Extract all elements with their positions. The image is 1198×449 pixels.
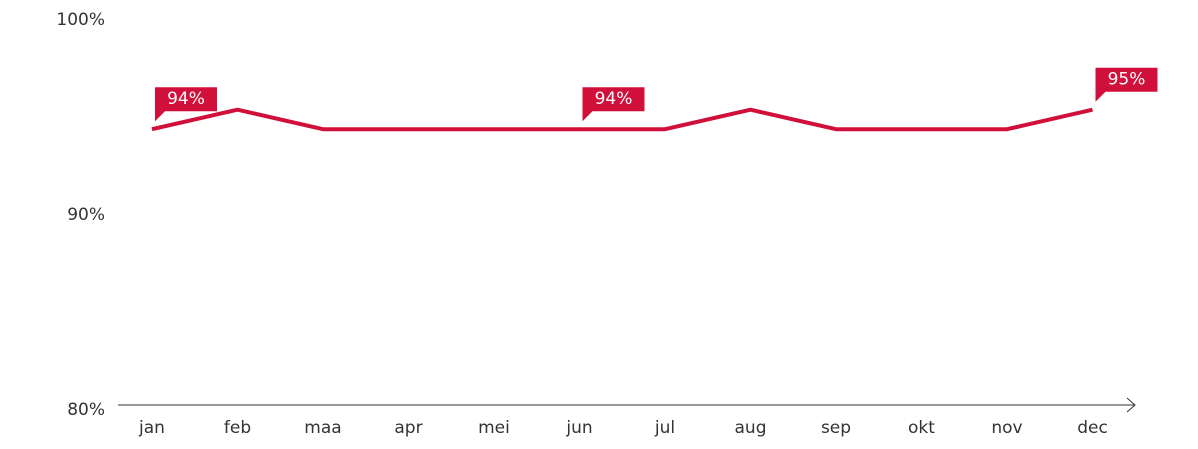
x-tick-label: maa	[304, 418, 341, 438]
x-tick-label: okt	[908, 418, 935, 438]
y-tick-label: 100%	[56, 10, 105, 30]
x-tick-label: jan	[138, 418, 165, 438]
x-tick-label: aug	[735, 418, 767, 438]
label-flag	[155, 87, 217, 122]
data-label: 95%	[1108, 70, 1146, 90]
x-tick-label: sep	[821, 418, 851, 438]
data-label: 94%	[595, 89, 633, 109]
y-tick-label: 80%	[67, 400, 105, 420]
data-label: 94%	[167, 89, 205, 109]
x-tick-label: jul	[654, 418, 675, 438]
label-flag	[1095, 67, 1158, 102]
x-tick-label: apr	[394, 418, 422, 438]
x-tick-label: dec	[1077, 418, 1108, 438]
x-tick-label: feb	[224, 418, 251, 438]
x-axis-arrow	[1126, 397, 1136, 413]
x-tick-label: nov	[991, 418, 1022, 438]
x-tick-label: jun	[565, 418, 592, 438]
x-tick-label: mei	[478, 418, 510, 438]
y-tick-label: 90%	[67, 205, 105, 225]
line	[151, 107, 1093, 132]
label-flag	[582, 87, 645, 122]
